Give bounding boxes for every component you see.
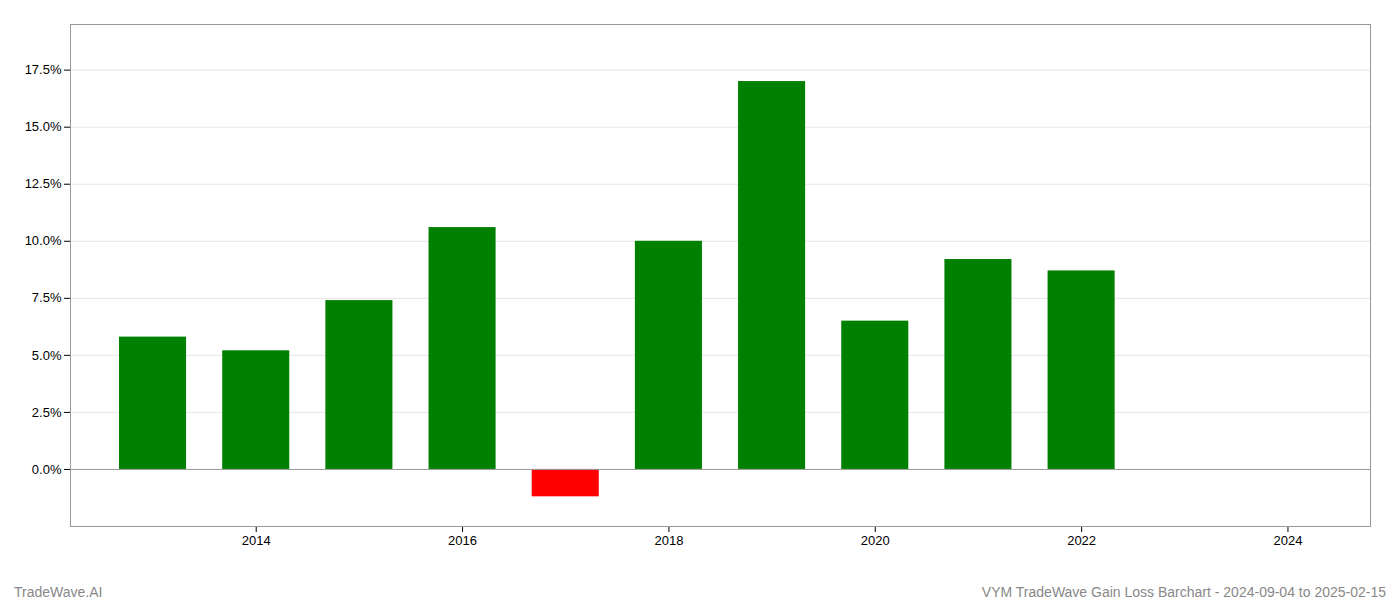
svg-text:7.5%: 7.5% xyxy=(32,290,62,305)
svg-text:2.5%: 2.5% xyxy=(32,405,62,420)
svg-text:10.0%: 10.0% xyxy=(25,233,62,248)
svg-text:15.0%: 15.0% xyxy=(25,119,62,134)
html-text:VYM TradeWave Gain Loss Barcha: VYM TradeWave Gain Loss Barchart - 2024-… xyxy=(981,584,1386,600)
svg-text:2016: 2016 xyxy=(448,533,477,548)
html-text:TradeWave.AI: TradeWave.AI xyxy=(14,584,103,600)
svg-text:12.5%: 12.5% xyxy=(25,176,62,191)
svg-text:17.5%: 17.5% xyxy=(25,62,62,77)
svg-text:2020: 2020 xyxy=(861,533,890,548)
svg-text:2018: 2018 xyxy=(654,533,683,548)
svg-text:0.0%: 0.0% xyxy=(32,462,62,477)
svg-text:5.0%: 5.0% xyxy=(32,348,62,363)
svg-text:2014: 2014 xyxy=(242,533,271,548)
svg-text:2024: 2024 xyxy=(1273,533,1302,548)
svg-text:2022: 2022 xyxy=(1067,533,1096,548)
